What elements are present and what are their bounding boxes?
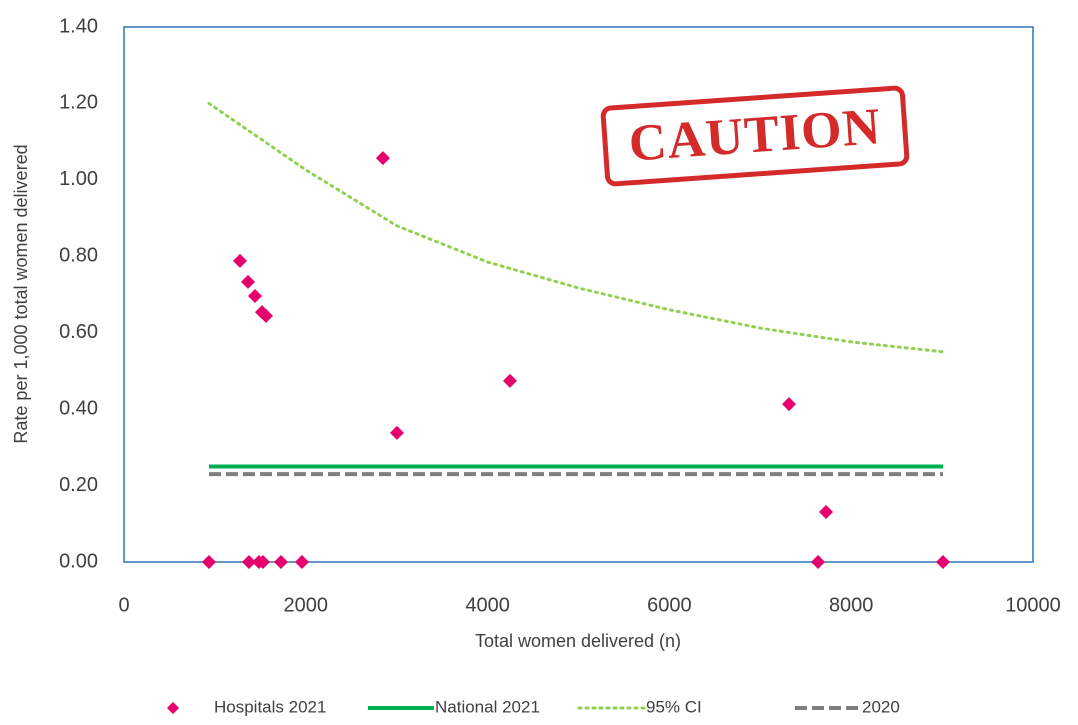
legend-item: Hospitals 2021 (167, 697, 326, 716)
x-tick-label: 4000 (465, 594, 510, 616)
y-tick-label: 0.80 (59, 245, 98, 267)
data-point (273, 555, 288, 569)
series-line (207, 101, 945, 354)
legend-label: 95% CI (646, 697, 702, 716)
y-axis-title: Rate per 1,000 total women delivered (11, 144, 31, 443)
caution-stamp: CAUTION (600, 85, 910, 187)
data-point (502, 373, 517, 388)
x-tick-label: 0 (118, 594, 129, 616)
data-point (201, 555, 216, 569)
legend-label: Hospitals 2021 (214, 697, 326, 716)
y-tick-label: 0.40 (59, 397, 98, 419)
data-point (389, 425, 404, 440)
data-point (375, 151, 390, 166)
y-tick-label: 1.00 (59, 168, 98, 190)
y-tick-label: 1.40 (59, 15, 98, 37)
stamp-border (600, 85, 910, 187)
data-point (782, 397, 797, 412)
data-point (247, 289, 262, 304)
data-point (258, 308, 273, 323)
x-tick-label: 10000 (1005, 594, 1061, 616)
x-tick-label: 6000 (647, 594, 692, 616)
x-tick-label: 8000 (829, 594, 874, 616)
data-point (811, 555, 826, 569)
y-tick-label: 1.20 (59, 92, 98, 114)
legend-marker (167, 702, 179, 714)
stamp-text: CAUTION (627, 98, 883, 172)
plot-area (123, 26, 1034, 563)
data-point (255, 555, 270, 569)
legend-item: National 2021 (368, 697, 540, 716)
data-point (936, 555, 951, 569)
x-tick-label: 2000 (284, 594, 329, 616)
y-tick-label: 0.60 (59, 321, 98, 343)
y-tick-label: 0.00 (59, 550, 98, 572)
data-point (241, 555, 256, 569)
legend-label: National 2021 (435, 697, 540, 716)
legend-label: 2020 (862, 697, 900, 716)
legend-item: 95% CI (577, 697, 702, 716)
data-point (294, 555, 309, 569)
legend-item: 2020 (795, 697, 900, 716)
data-point (819, 504, 834, 519)
data-point (240, 274, 255, 289)
data-point (232, 253, 247, 268)
y-tick-label: 0.20 (59, 474, 98, 496)
x-axis-title: Total women delivered (n) (475, 631, 681, 651)
